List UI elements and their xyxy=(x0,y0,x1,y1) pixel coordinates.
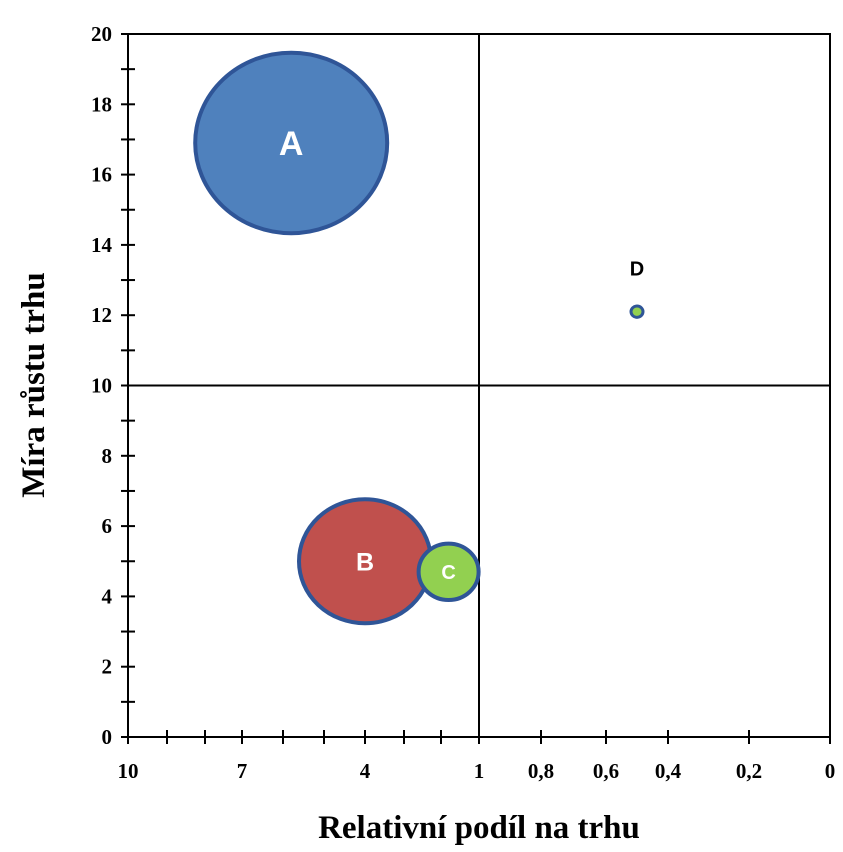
x-tick-label: 0,2 xyxy=(736,759,762,783)
bubble-d-label: D xyxy=(630,259,644,281)
bubble-c-label: C xyxy=(441,562,455,584)
x-axis-ticks: 10 7 4 1 0,8 0,6 0,4 0,2 0 xyxy=(118,730,836,783)
bubble-b-label: B xyxy=(356,548,374,576)
y-tick-label: 8 xyxy=(102,444,113,468)
x-tick-label: 0,6 xyxy=(593,759,619,783)
bubble-d: D xyxy=(629,259,645,319)
y-tick-label: 12 xyxy=(91,303,112,327)
y-tick-label: 20 xyxy=(91,22,112,46)
x-tick-label: 0,8 xyxy=(528,759,554,783)
y-tick-label: 14 xyxy=(91,233,113,257)
bubble-a-shape xyxy=(193,50,390,236)
y-tick-label: 16 xyxy=(91,163,112,187)
bubble-c-shape xyxy=(416,541,481,602)
x-tick-label: 7 xyxy=(237,759,248,783)
y-tick-label: 18 xyxy=(91,92,112,116)
bubble-d-shape xyxy=(629,304,645,319)
y-tick-label: 0 xyxy=(102,725,113,749)
bubble-a-label: A xyxy=(279,125,304,163)
y-tick-label: 6 xyxy=(102,514,113,538)
y-axis-ticks: 0 2 4 6 8 10 12 14 16 18 20 xyxy=(91,22,135,749)
x-tick-label: 4 xyxy=(360,759,371,783)
x-tick-label: 10 xyxy=(118,759,139,783)
y-tick-label: 2 xyxy=(102,655,113,679)
bubble-c: C xyxy=(416,541,481,602)
x-axis-title: Relativní podíl na trhu xyxy=(318,810,640,846)
bubble-a: A xyxy=(193,50,390,236)
y-tick-label: 10 xyxy=(91,374,112,398)
x-tick-label: 1 xyxy=(474,759,485,783)
y-axis-title: Míra růstu trhu xyxy=(16,272,52,498)
bubble-b: B xyxy=(297,497,433,626)
x-tick-label: 0 xyxy=(825,759,836,783)
quadrant-lines xyxy=(128,34,830,737)
y-tick-label: 4 xyxy=(102,584,113,608)
bubbles: A B C D xyxy=(193,50,645,626)
x-tick-label: 0,4 xyxy=(655,759,682,783)
